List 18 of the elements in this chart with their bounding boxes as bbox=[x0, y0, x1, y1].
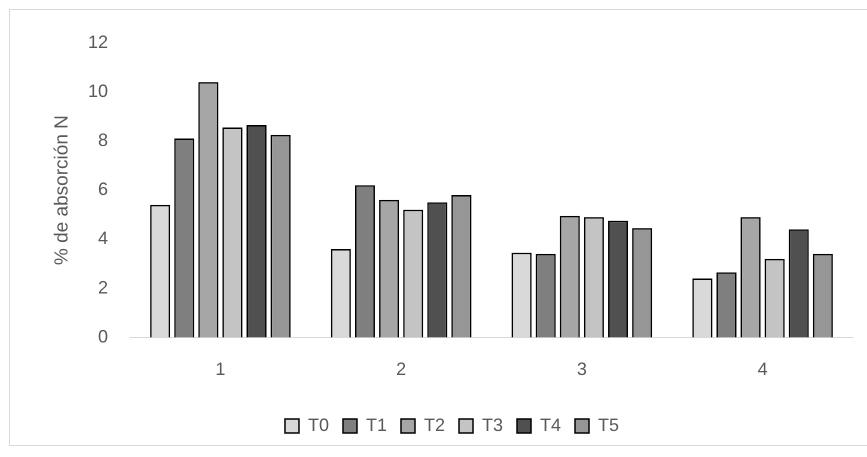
y-axis-title: % de absorción N bbox=[52, 115, 73, 266]
y-tick-label: 6 bbox=[98, 179, 108, 200]
y-tick-label: 4 bbox=[98, 228, 108, 248]
y-tick-label: 12 bbox=[88, 32, 108, 52]
x-tick-label: 4 bbox=[758, 359, 768, 380]
y-tick-label: 2 bbox=[98, 277, 108, 298]
y-tick-label: 10 bbox=[88, 80, 108, 101]
y-tick-label: 0 bbox=[98, 326, 108, 346]
legend-label: T0 bbox=[308, 414, 329, 435]
x-tick-label: 1 bbox=[215, 359, 226, 380]
legend-label: T3 bbox=[482, 414, 504, 435]
legend-label: T2 bbox=[424, 414, 446, 435]
legend-label: T5 bbox=[598, 414, 620, 435]
x-tick-label: 3 bbox=[576, 359, 587, 380]
x-tick-label: 2 bbox=[396, 359, 406, 380]
legend-label: T1 bbox=[366, 414, 388, 435]
legend-label: T4 bbox=[540, 414, 562, 435]
y-tick-label: 8 bbox=[98, 130, 108, 150]
